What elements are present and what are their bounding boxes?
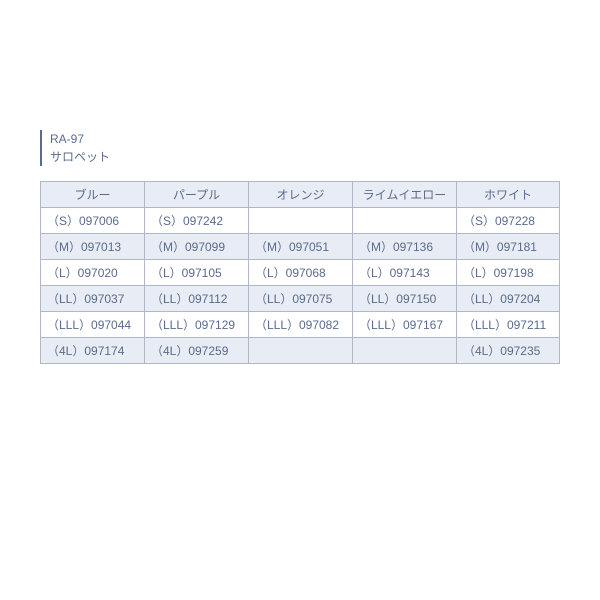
- header-row: ブルー パープル オレンジ ライムイエロー ホワイト: [41, 182, 560, 208]
- cell: （M）097181: [456, 234, 559, 260]
- table-row: （4L）097174 （4L）097259 （4L）097235: [41, 338, 560, 364]
- table-row: （M）097013 （M）097099 （M）097051 （M）097136 …: [41, 234, 560, 260]
- col-header: オレンジ: [248, 182, 352, 208]
- cell: （LL）097150: [352, 286, 456, 312]
- cell: （LLL）097129: [144, 312, 248, 338]
- cell: （LL）097204: [456, 286, 559, 312]
- table-row: （LLL）097044 （LLL）097129 （LLL）097082 （LLL…: [41, 312, 560, 338]
- cell: （LLL）097211: [456, 312, 559, 338]
- cell: （M）097051: [248, 234, 352, 260]
- cell: （LLL）097167: [352, 312, 456, 338]
- cell: （S）097228: [456, 208, 559, 234]
- col-header: ホワイト: [456, 182, 559, 208]
- product-label: RA-97 サロペット: [40, 130, 560, 166]
- col-header: ブルー: [41, 182, 145, 208]
- table-row: （LL）097037 （LL）097112 （LL）097075 （LL）097…: [41, 286, 560, 312]
- cell: （S）097242: [144, 208, 248, 234]
- table-row: （L）097020 （L）097105 （L）097068 （L）097143 …: [41, 260, 560, 286]
- cell: （L）097143: [352, 260, 456, 286]
- cell: （M）097013: [41, 234, 145, 260]
- cell: （L）097198: [456, 260, 559, 286]
- cell: [248, 208, 352, 234]
- col-header: パープル: [144, 182, 248, 208]
- size-table: ブルー パープル オレンジ ライムイエロー ホワイト （S）097006 （S）…: [40, 181, 560, 364]
- cell: （LL）097075: [248, 286, 352, 312]
- product-name: サロペット: [50, 148, 560, 166]
- page-container: RA-97 サロペット ブルー パープル オレンジ ライムイエロー ホワイト （…: [0, 0, 600, 364]
- cell: （L）097105: [144, 260, 248, 286]
- cell: （S）097006: [41, 208, 145, 234]
- cell: （4L）097235: [456, 338, 559, 364]
- cell: （M）097136: [352, 234, 456, 260]
- cell: （LL）097037: [41, 286, 145, 312]
- table-row: （S）097006 （S）097242 （S）097228: [41, 208, 560, 234]
- cell: （4L）097174: [41, 338, 145, 364]
- table-body: （S）097006 （S）097242 （S）097228 （M）097013 …: [41, 208, 560, 364]
- cell: [352, 208, 456, 234]
- cell: （4L）097259: [144, 338, 248, 364]
- cell: （L）097068: [248, 260, 352, 286]
- cell: [248, 338, 352, 364]
- cell: [352, 338, 456, 364]
- col-header: ライムイエロー: [352, 182, 456, 208]
- cell: （LLL）097044: [41, 312, 145, 338]
- cell: （LLL）097082: [248, 312, 352, 338]
- cell: （M）097099: [144, 234, 248, 260]
- product-code: RA-97: [50, 130, 560, 148]
- cell: （L）097020: [41, 260, 145, 286]
- cell: （LL）097112: [144, 286, 248, 312]
